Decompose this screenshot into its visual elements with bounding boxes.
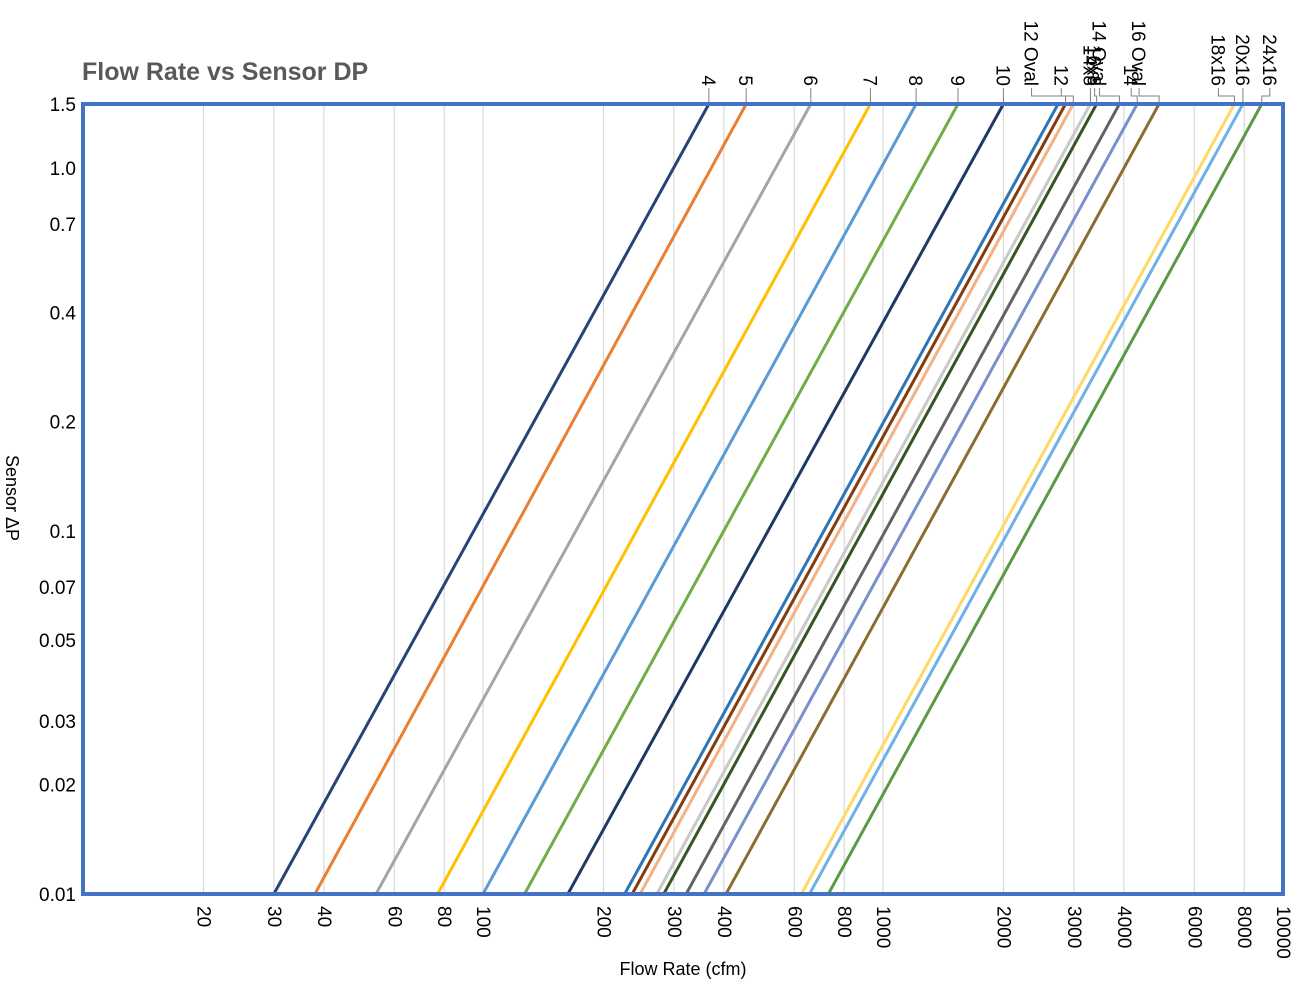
x-tick-label: 20 <box>192 906 213 927</box>
x-tick-label: 8000 <box>1233 906 1254 948</box>
series-label: 8 <box>904 75 925 86</box>
x-tick-label: 10000 <box>1272 906 1293 959</box>
series-line <box>374 102 813 896</box>
series-label: 16x8 <box>1083 45 1104 86</box>
series-line <box>481 102 918 896</box>
series-label: 14 <box>1119 65 1140 87</box>
gridlines <box>202 104 1245 894</box>
y-tick-label: 0.07 <box>39 578 76 599</box>
y-tick-label: 0.2 <box>50 413 76 434</box>
x-tick-label: 80 <box>433 906 454 927</box>
x-tick-label: 400 <box>713 906 734 938</box>
x-tick-label: 6000 <box>1183 906 1204 948</box>
y-tick-label: 0.7 <box>50 215 76 236</box>
y-tick-label: 0.01 <box>39 885 76 906</box>
y-tick-label: 1.5 <box>50 95 76 116</box>
series-label: 14 Oval <box>1087 21 1108 86</box>
series-line <box>623 102 1060 896</box>
x-tick-label: 1000 <box>872 906 893 948</box>
y-tick-label: 1.0 <box>50 159 76 180</box>
series-label: 7 <box>858 75 879 86</box>
x-axis-label: Flow Rate (cfm) <box>619 959 746 979</box>
series-label-leader <box>1031 88 1067 102</box>
series-label: 20x16 <box>1231 34 1252 86</box>
y-tick-label: 0.05 <box>39 631 76 652</box>
series-label-leader <box>1217 88 1235 102</box>
series-line <box>638 102 1075 896</box>
x-tick-label: 800 <box>833 906 854 938</box>
series-label: 5 <box>734 75 755 86</box>
y-tick-label: 0.02 <box>39 776 76 797</box>
series-line <box>807 102 1245 896</box>
series-label: 24x16 <box>1258 34 1279 86</box>
series-line <box>523 102 960 896</box>
x-tick-label: 4000 <box>1113 906 1134 948</box>
series-line <box>702 102 1139 896</box>
series-line <box>436 102 872 896</box>
y-axis-label: Sensor ΔP <box>2 455 22 541</box>
series-label-leader <box>1098 88 1120 102</box>
series-label: 16 Oval <box>1127 21 1148 86</box>
chart-title: Flow Rate vs Sensor DP <box>82 58 368 86</box>
series-line <box>655 102 1092 896</box>
x-tick-label: 60 <box>383 906 404 927</box>
series-line <box>826 102 1264 896</box>
series-line <box>566 102 1005 896</box>
series-label-leader <box>1261 88 1271 102</box>
series-label: 6 <box>799 75 820 86</box>
series-label: 12 <box>1049 65 1070 86</box>
series-label: 18x16 <box>1206 34 1227 86</box>
series-lines <box>272 102 1264 896</box>
x-tick-label: 100 <box>472 906 493 938</box>
series-line <box>724 102 1161 896</box>
series-label-leader <box>1060 88 1074 102</box>
x-tick-label: 200 <box>592 906 613 938</box>
x-tick-label: 40 <box>313 906 334 927</box>
series-line <box>313 102 748 896</box>
x-tick-label: 3000 <box>1063 906 1084 948</box>
y-axis-ticks: 0.01 0.02 0.03 0.05 0.07 0.1 0.2 0.4 0.7 1.0 1.5 <box>39 95 76 906</box>
series-label: 4 <box>697 75 718 86</box>
x-tick-label: 30 <box>263 906 284 927</box>
series-line <box>684 102 1121 896</box>
series-line <box>799 102 1236 896</box>
x-tick-label: 2000 <box>992 906 1013 948</box>
series-line <box>272 102 711 896</box>
series-label: 10 <box>991 65 1012 86</box>
series-label-leader <box>1094 88 1098 102</box>
x-tick-label: 600 <box>783 906 804 938</box>
y-tick-label: 0.1 <box>50 522 76 543</box>
x-axis-ticks: 20 30 40 60 80 100 200 300 400 600 800 1000 2000 3000… <box>192 906 1293 959</box>
y-tick-label: 0.4 <box>50 303 77 324</box>
series-label-leader <box>1130 88 1138 102</box>
plot-area-frame <box>81 102 1285 896</box>
series-label: 9 <box>946 75 967 86</box>
x-tick-label: 300 <box>663 906 684 938</box>
y-tick-label: 0.03 <box>39 712 76 733</box>
series-label-leader <box>1138 88 1160 102</box>
series-label: 14x8 <box>1078 45 1099 86</box>
series-line <box>630 102 1068 896</box>
series-label: 12 Oval <box>1020 21 1041 86</box>
series-line <box>662 102 1099 896</box>
